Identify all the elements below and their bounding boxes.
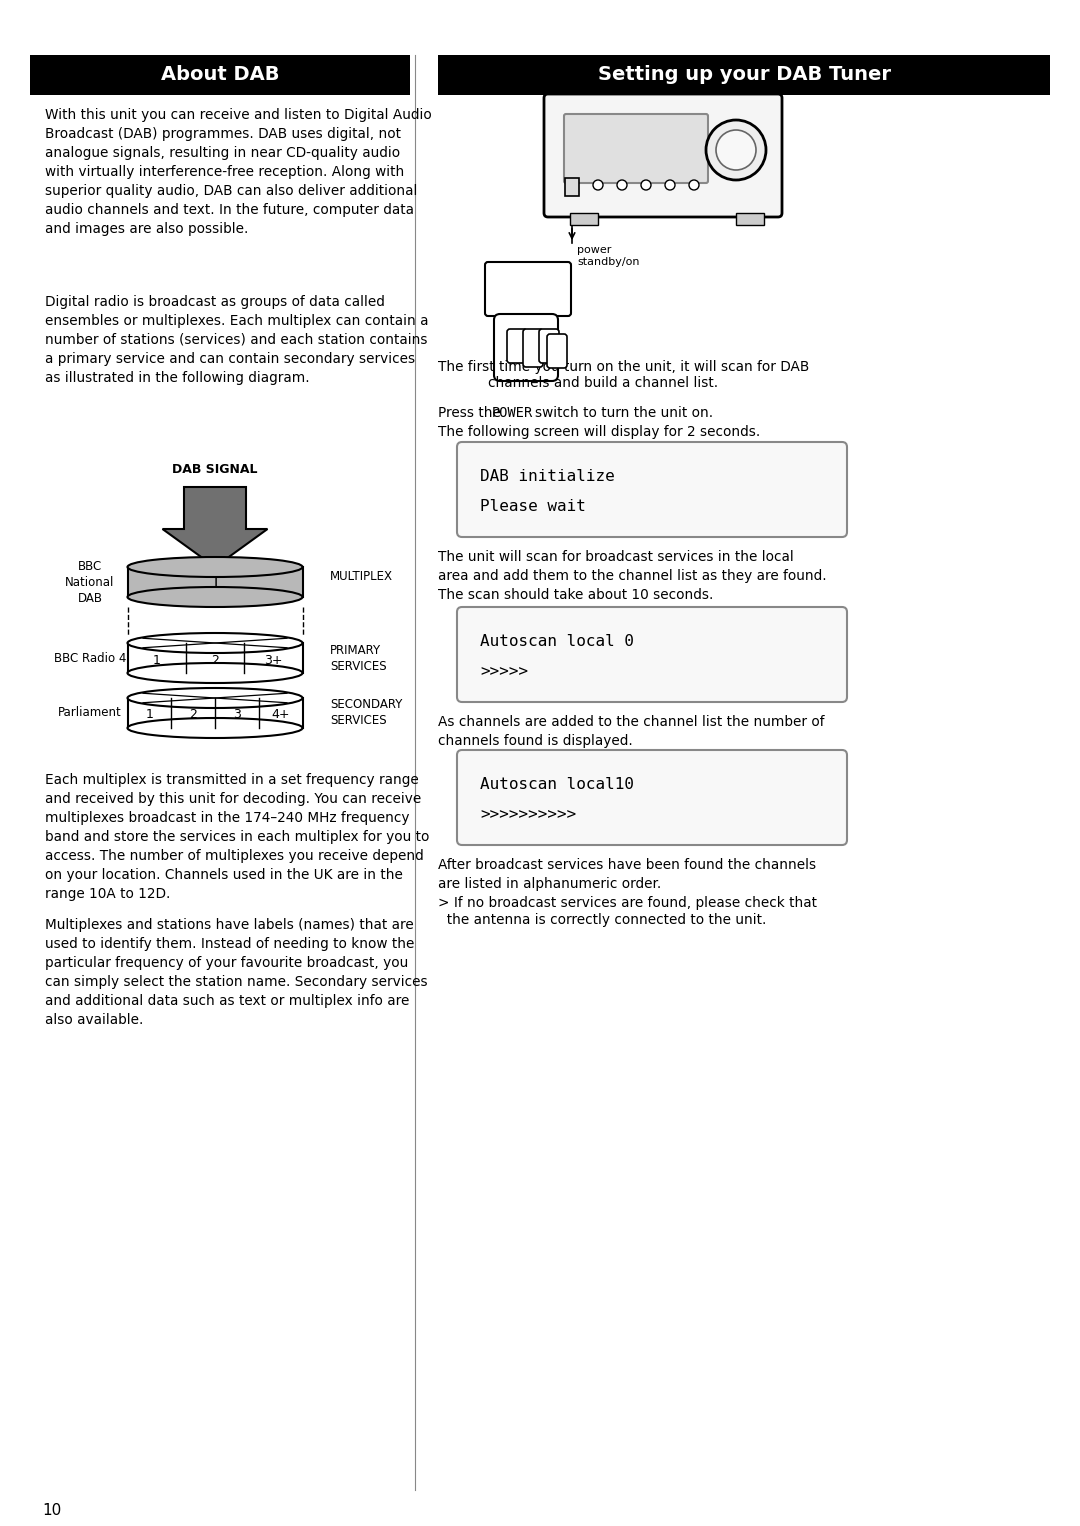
Text: POWER: POWER xyxy=(492,406,534,420)
Bar xyxy=(127,642,302,673)
Text: 2: 2 xyxy=(189,708,197,722)
Ellipse shape xyxy=(127,557,302,577)
Text: The following screen will display for 2 seconds.: The following screen will display for 2 … xyxy=(438,426,760,439)
Circle shape xyxy=(642,180,651,191)
Text: DAB initialize: DAB initialize xyxy=(480,468,615,484)
Text: Setting up your DAB Tuner: Setting up your DAB Tuner xyxy=(597,66,891,84)
Ellipse shape xyxy=(127,688,302,708)
Text: > If no broadcast services are found, please check that: > If no broadcast services are found, pl… xyxy=(438,896,816,909)
Ellipse shape xyxy=(127,662,302,684)
Circle shape xyxy=(617,180,627,191)
Ellipse shape xyxy=(127,588,302,607)
Text: The unit will scan for broadcast services in the local
area and add them to the : The unit will scan for broadcast service… xyxy=(438,549,826,601)
Text: Press the: Press the xyxy=(438,406,505,420)
Text: BBC Radio 4: BBC Radio 4 xyxy=(54,652,126,664)
Ellipse shape xyxy=(127,633,302,653)
Text: 1: 1 xyxy=(152,653,161,667)
Text: PRIMARY
SERVICES: PRIMARY SERVICES xyxy=(330,644,387,673)
FancyBboxPatch shape xyxy=(457,607,847,702)
Bar xyxy=(30,55,410,95)
Text: 10: 10 xyxy=(42,1503,62,1518)
Text: the antenna is correctly connected to the unit.: the antenna is correctly connected to th… xyxy=(438,913,767,926)
FancyBboxPatch shape xyxy=(494,314,558,382)
FancyBboxPatch shape xyxy=(507,330,527,363)
Text: 3+: 3+ xyxy=(265,653,283,667)
Text: power
standby/on: power standby/on xyxy=(577,246,639,267)
Text: With this unit you can receive and listen to Digital Audio
Broadcast (DAB) progr: With this unit you can receive and liste… xyxy=(45,108,432,235)
Bar xyxy=(127,568,302,597)
Text: Please wait: Please wait xyxy=(480,499,585,514)
Bar xyxy=(570,214,598,224)
Circle shape xyxy=(593,180,603,191)
FancyBboxPatch shape xyxy=(457,443,847,537)
Bar xyxy=(438,55,1050,95)
FancyBboxPatch shape xyxy=(457,749,847,845)
FancyBboxPatch shape xyxy=(564,114,708,183)
Circle shape xyxy=(689,180,699,191)
Text: After broadcast services have been found the channels
are listed in alphanumeric: After broadcast services have been found… xyxy=(438,858,816,891)
Text: Autoscan local10: Autoscan local10 xyxy=(480,777,634,792)
FancyBboxPatch shape xyxy=(544,95,782,217)
Circle shape xyxy=(706,121,766,180)
Text: >>>>>: >>>>> xyxy=(480,664,528,679)
Polygon shape xyxy=(162,487,268,568)
Text: MULTIPLEX: MULTIPLEX xyxy=(330,571,393,583)
Text: 4+: 4+ xyxy=(271,708,289,722)
Bar xyxy=(735,214,764,224)
Bar xyxy=(565,179,579,195)
Text: channels and build a channel list.: channels and build a channel list. xyxy=(488,375,718,391)
Text: 2: 2 xyxy=(211,653,219,667)
Bar xyxy=(127,697,302,728)
Text: 3: 3 xyxy=(233,708,241,722)
FancyBboxPatch shape xyxy=(539,330,559,363)
Text: BBC
National
DAB: BBC National DAB xyxy=(65,560,114,604)
Text: The first time you turn on the unit, it will scan for DAB: The first time you turn on the unit, it … xyxy=(438,360,809,374)
Text: SECONDARY
SERVICES: SECONDARY SERVICES xyxy=(330,699,403,728)
Circle shape xyxy=(716,130,756,169)
Ellipse shape xyxy=(127,719,302,739)
Text: As channels are added to the channel list the number of
channels found is displa: As channels are added to the channel lis… xyxy=(438,716,824,748)
Text: Each multiplex is transmitted in a set frequency range
and received by this unit: Each multiplex is transmitted in a set f… xyxy=(45,774,430,900)
FancyBboxPatch shape xyxy=(523,330,543,366)
Text: >>>>>>>>>>: >>>>>>>>>> xyxy=(480,807,577,823)
Text: Multiplexes and stations have labels (names) that are
used to identify them. Ins: Multiplexes and stations have labels (na… xyxy=(45,919,428,1027)
FancyBboxPatch shape xyxy=(546,334,567,368)
Text: Parliament: Parliament xyxy=(58,707,122,719)
Text: 1: 1 xyxy=(211,577,220,592)
Text: switch to turn the unit on.: switch to turn the unit on. xyxy=(535,406,713,420)
Text: Digital radio is broadcast as groups of data called
ensembles or multiplexes. Ea: Digital radio is broadcast as groups of … xyxy=(45,295,429,385)
Text: About DAB: About DAB xyxy=(161,66,280,84)
FancyBboxPatch shape xyxy=(485,262,571,316)
Text: Autoscan local 0: Autoscan local 0 xyxy=(480,633,634,649)
Circle shape xyxy=(665,180,675,191)
Text: 1: 1 xyxy=(146,708,153,722)
Text: DAB SIGNAL: DAB SIGNAL xyxy=(172,462,258,476)
